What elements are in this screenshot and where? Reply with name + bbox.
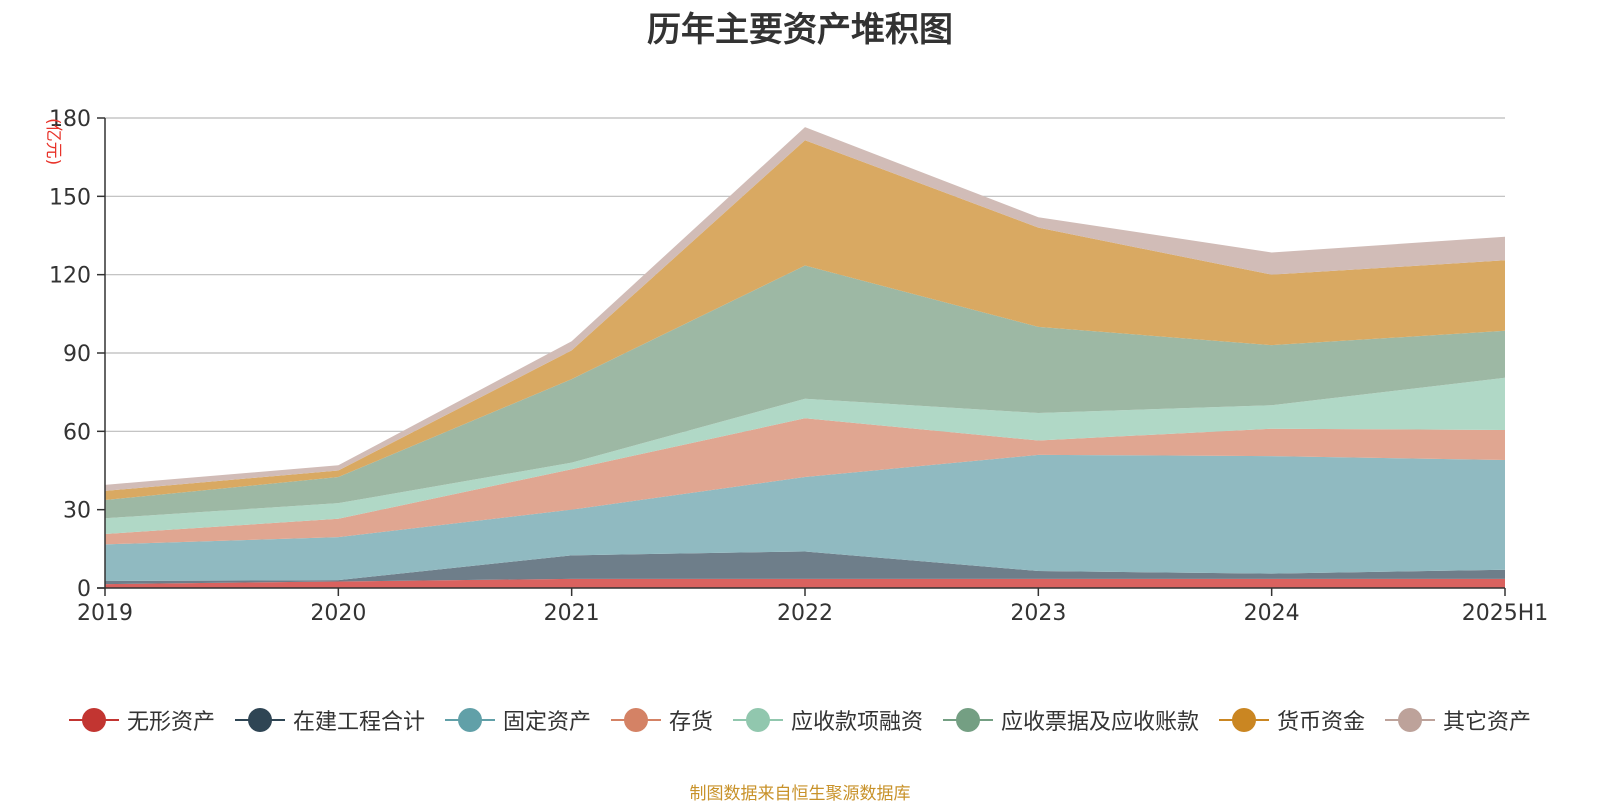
legend-label: 在建工程合计: [292, 710, 425, 735]
area-series-2[interactable]: [105, 454, 1505, 581]
legend-item[interactable]: 无形资产: [68, 704, 215, 736]
legend-item[interactable]: 应收票据及应收账款: [943, 704, 1199, 736]
legend-marker-icon: [733, 708, 783, 732]
stacked-areas: [105, 127, 1505, 588]
area-series-1[interactable]: [105, 551, 1505, 585]
y-axis-unit-label: (亿元): [43, 118, 63, 165]
y-tick-label: 0: [77, 577, 91, 602]
legend-item[interactable]: 存货: [610, 704, 713, 736]
legend-item[interactable]: 固定资产: [444, 704, 591, 736]
legend-marker-icon: [1385, 708, 1436, 732]
y-tick-label: 150: [49, 185, 91, 210]
y-tick-label: 90: [63, 342, 91, 367]
legend-marker-icon: [610, 708, 661, 732]
area-series-5[interactable]: [105, 265, 1505, 519]
legend-label: 应收款项融资: [791, 710, 924, 735]
legend-item[interactable]: 其它资产: [1385, 704, 1531, 736]
legend-marker-icon: [68, 708, 119, 732]
legend-label: 固定资产: [502, 710, 591, 735]
legend-label: 其它资产: [1443, 710, 1532, 735]
legend-item[interactable]: 货币资金: [1219, 704, 1365, 736]
area-series-3[interactable]: [105, 418, 1505, 545]
data-source-note: 制图数据来自恒生聚源数据库: [689, 784, 911, 804]
y-tick-label: 180: [49, 107, 91, 132]
legend-marker-icon: [1219, 708, 1270, 732]
y-tick-label: 30: [63, 499, 91, 524]
x-tick-label: 2023: [1010, 601, 1066, 626]
y-tick-label: 120: [49, 264, 91, 289]
area-series-6[interactable]: [105, 140, 1505, 501]
legend-item[interactable]: 在建工程合计: [234, 704, 425, 736]
area-series-4[interactable]: [105, 377, 1505, 534]
chart-title: 历年主要资产堆积图: [647, 10, 953, 50]
legend-label: 货币资金: [1277, 710, 1366, 735]
legend-label: 存货: [668, 710, 713, 735]
x-tick-label: 2024: [1244, 601, 1300, 626]
legend-item[interactable]: 应收款项融资: [733, 704, 923, 736]
legend-marker-icon: [943, 708, 994, 732]
axes: 0 30 60 90 120 150 180 2019 2020 2021 2022 2023 2024…: [49, 107, 1548, 626]
legend-label: 应收票据及应收账款: [1001, 710, 1200, 735]
legend-marker-icon: [234, 708, 285, 732]
x-tick-label: 2021: [544, 601, 600, 626]
legend-marker-icon: [444, 708, 495, 732]
legend-label: 无形资产: [126, 710, 215, 735]
legend: 无形资产 在建工程合计 固定资产 存货 应收款项融资 应收票据及应收账款 货币资金 其它资产: [0, 700, 1600, 740]
y-tick-label: 60: [63, 420, 91, 445]
x-tick-label: 2020: [310, 601, 366, 626]
x-tick-label: 2022: [777, 601, 833, 626]
x-tick-label: 2019: [77, 601, 133, 626]
x-tick-label: 2025H1: [1462, 601, 1549, 626]
area-series-0[interactable]: [105, 578, 1505, 588]
